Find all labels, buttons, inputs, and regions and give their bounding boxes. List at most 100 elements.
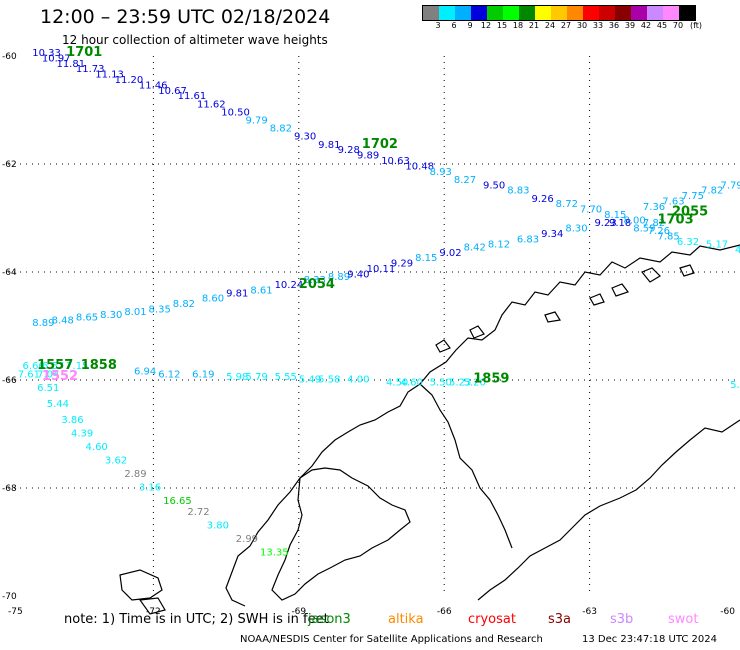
- island-4: [544, 311, 561, 323]
- wave-height-label: 9.50: [483, 180, 505, 191]
- wave-height-label: 5.49: [299, 375, 321, 386]
- altimeter-tracks: 10.3310.9711.8111.7311.1311.2011.4610.67…: [18, 45, 740, 559]
- legend-swatch: [439, 6, 455, 20]
- legend-swatch: [487, 6, 503, 20]
- altimeter-track: 1859: [473, 372, 509, 387]
- wave-height-label: 7.82: [643, 218, 665, 229]
- wave-height-label: 10.11: [367, 264, 396, 275]
- island-8: [119, 569, 163, 601]
- island-1: [641, 267, 661, 283]
- wave-height-label: 8.35: [149, 305, 171, 316]
- wave-height-label: 2.99: [236, 534, 258, 545]
- map-subtitle: 12 hour collection of altimeter wave hei…: [62, 33, 328, 47]
- wave-height-label: 7.82: [701, 186, 723, 197]
- wave-height-label: 5.79: [245, 372, 267, 383]
- legend-swatch: [455, 6, 471, 20]
- legend-tick-label: 6: [451, 21, 457, 30]
- wave-height-label: 7.70: [580, 205, 602, 216]
- legend-tick-label: 15: [496, 21, 508, 30]
- wave-height-label: 8.48: [52, 315, 74, 326]
- wave-height-label: 11.81: [56, 59, 85, 70]
- altimeter-track: 10.3310.9711.8111.7311.1311.2011.4610.67…: [32, 45, 665, 229]
- wave-height-label: 11.13: [95, 70, 124, 81]
- wave-height-label: 11.20: [115, 75, 144, 86]
- wave-height-label: 11.61: [178, 91, 207, 102]
- legend-tick-label: 3: [435, 21, 441, 30]
- wave-height-label: 8.00: [624, 215, 646, 226]
- pass-time-label: 1701: [66, 45, 102, 60]
- wave-height-label: 8.01: [124, 307, 146, 318]
- pass-time-label: 1859: [473, 372, 509, 387]
- altimeter-track: 8.898.48 8.65 8.30 8.01 8.35 8.82 8.60 9.81 8.61…: [32, 218, 616, 329]
- wave-height-label: 8.60: [202, 294, 224, 305]
- lat-tick-label: -68: [2, 484, 17, 494]
- wave-height-label: 9.02: [439, 248, 461, 259]
- wave-height-label: 9.23: [594, 218, 616, 229]
- wave-height-label: 6.32: [677, 237, 699, 248]
- legend-swatch: [471, 6, 487, 20]
- wave-height-label: 8.59: [633, 224, 655, 235]
- wave-height-label: 2.72: [187, 507, 209, 518]
- wave-height-label: 8.89: [328, 272, 350, 283]
- wave-height-label: 9.18: [609, 218, 631, 229]
- lon-tick-label: -75: [8, 607, 23, 617]
- pass-time-label: 2054: [299, 277, 335, 292]
- wave-height-label: 8.33: [304, 275, 326, 286]
- wave-height-label: 7.63: [662, 197, 684, 208]
- legend-swatch: [583, 6, 599, 20]
- wave-height-label: 8.82: [270, 124, 292, 135]
- wave-height-label: 4.00: [347, 375, 369, 386]
- wave-height-label: 6.94: [134, 367, 156, 378]
- legend-swatch: [615, 6, 631, 20]
- satellite-swot-label: swot: [668, 612, 699, 627]
- lon-tick-label: -66: [437, 607, 452, 617]
- wave-height-label: 7.79: [720, 180, 740, 191]
- wave-height-label: 9.30: [294, 132, 316, 143]
- altimeter-track: 1702: [362, 137, 398, 152]
- legend-tick-label: 39: [624, 21, 636, 30]
- island-5: [469, 325, 485, 339]
- wave-height-label: 11.46: [139, 80, 168, 91]
- wave-height-label: 3.16: [139, 483, 161, 494]
- wave-height-label: 5.20: [464, 377, 486, 388]
- wave-height-label: 5.58: [318, 375, 340, 386]
- wave-height-label: 9.28: [338, 145, 360, 156]
- altimeter-track: 6.666.57 7.15 6.94 6.12 6.19 5.985.79 5.55 5.49…: [23, 358, 740, 391]
- legend-swatch: [567, 6, 583, 20]
- wave-height-label: 10.48: [405, 161, 434, 172]
- wave-height-label: 8.93: [430, 167, 452, 178]
- pass-time-label: 1557: [37, 358, 73, 373]
- wave-height-label: 3.80: [207, 521, 229, 532]
- wave-height-label: 6.51: [37, 383, 59, 394]
- wave-height-label: 7.61: [18, 369, 40, 380]
- map-title: 12:00 – 23:59 UTC 02/18/2024: [40, 6, 331, 28]
- wave-height-label: 7.85: [657, 232, 679, 243]
- wave-height-label: 7.75: [682, 191, 704, 202]
- wave-height-label: 10.67: [158, 86, 187, 97]
- wave-height-label: 6.12: [158, 369, 180, 380]
- generated-timestamp: 13 Dec 23:47:18 UTC 2024: [582, 634, 717, 645]
- wave-height-label: 9.34: [541, 229, 563, 240]
- legend-tick-label: 21: [528, 21, 540, 30]
- pass-time-label: 2055: [672, 204, 708, 219]
- wave-height-label: 8.72: [556, 199, 578, 210]
- island-7: [679, 264, 695, 277]
- lon-tick-label: -63: [582, 607, 597, 617]
- legend-tick-label: 27: [560, 21, 572, 30]
- color-scale-labels: 3 6 9 12 15 18 21 24 27 30 33 36 39 42 45 70 (ft): [422, 21, 740, 33]
- altimeter-track: 9.188.597.267.856.325.174.964.456.31703: [609, 212, 740, 256]
- wave-height-label: 10.33: [32, 48, 61, 59]
- wave-height-label: 8.82: [173, 299, 195, 310]
- legend-tick-label: 24: [544, 21, 556, 30]
- wave-height-label: 4.96: [735, 245, 740, 256]
- wave-height-label: 8.15: [604, 210, 626, 221]
- wave-height-label: 8.15: [415, 253, 437, 264]
- satellite-cryosat-label: cryosat: [468, 612, 516, 627]
- satellite-s3a-label: s3a: [548, 612, 572, 627]
- legend-swatch: [551, 6, 567, 20]
- peninsula-coast: [225, 244, 740, 607]
- wave-height-label: 9.79: [245, 116, 267, 127]
- wave-height-label: 5.55: [275, 372, 297, 383]
